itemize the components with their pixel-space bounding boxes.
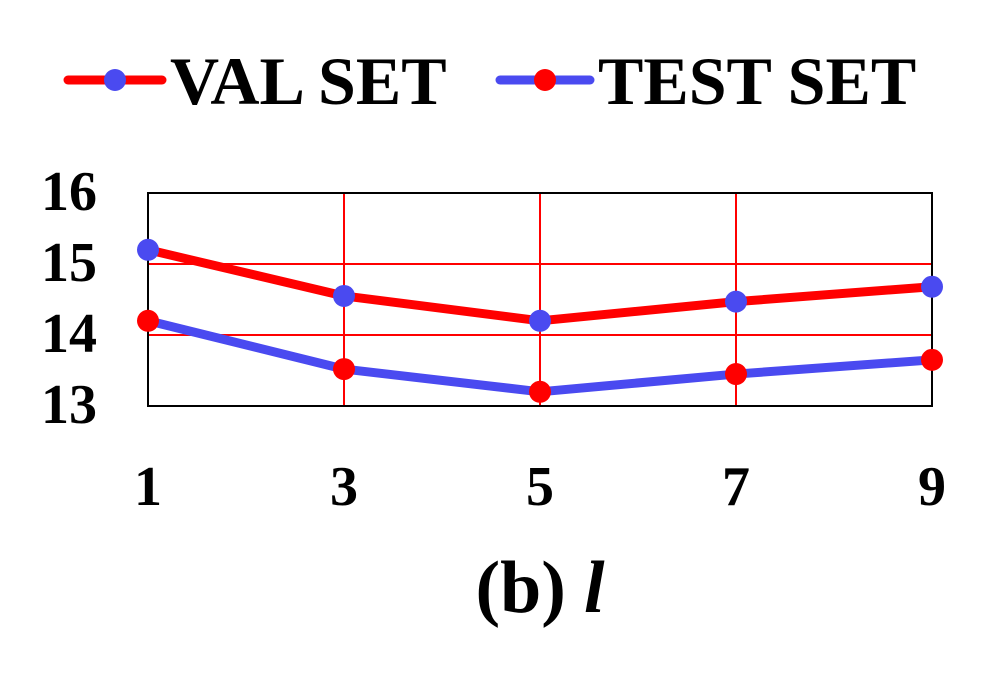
- data-point-s2-x7: [725, 363, 747, 386]
- y-tick-label-16: 16: [41, 161, 97, 223]
- chart-caption: (b) l: [475, 547, 604, 629]
- data-point-s1-x5: [529, 309, 551, 332]
- legend-marker-2: [534, 69, 556, 91]
- data-point-s1-x9: [921, 275, 943, 298]
- series-1: [137, 238, 943, 332]
- caption-variable: l: [584, 547, 605, 629]
- y-axis-ticks: 13 14 15 16: [41, 161, 97, 436]
- legend-label-2: TEST SET: [598, 43, 916, 119]
- legend: VAL SET TEST SET: [63, 43, 916, 119]
- data-point-s2-x5: [529, 380, 551, 403]
- x-tick-label-9: 9: [918, 456, 946, 518]
- x-axis-ticks: 1 3 5 7 9: [134, 456, 946, 518]
- y-tick-label-14: 14: [41, 303, 97, 365]
- legend-label-1: VAL SET: [170, 43, 447, 119]
- caption-prefix: (b): [475, 547, 565, 629]
- data-point-s2-x1: [137, 309, 159, 332]
- y-tick-label-15: 15: [41, 232, 97, 294]
- plot-frame: [147, 192, 933, 407]
- x-tick-label-5: 5: [526, 456, 554, 518]
- y-tick-label-13: 13: [41, 374, 97, 436]
- x-tick-label-7: 7: [722, 456, 750, 518]
- series-2: [137, 309, 943, 403]
- data-point-s1-x3: [333, 284, 355, 307]
- legend-item-1: VAL SET: [63, 43, 447, 119]
- x-tick-label-1: 1: [134, 456, 162, 518]
- data-point-s2-x9: [921, 348, 943, 371]
- data-point-s2-x3: [333, 358, 355, 381]
- legend-marker-1: [104, 69, 126, 91]
- data-point-s1-x1: [137, 238, 159, 261]
- data-point-s1-x7: [725, 290, 747, 313]
- legend-item-2: TEST SET: [495, 43, 916, 119]
- series-layer: [137, 238, 943, 403]
- x-tick-label-3: 3: [330, 456, 358, 518]
